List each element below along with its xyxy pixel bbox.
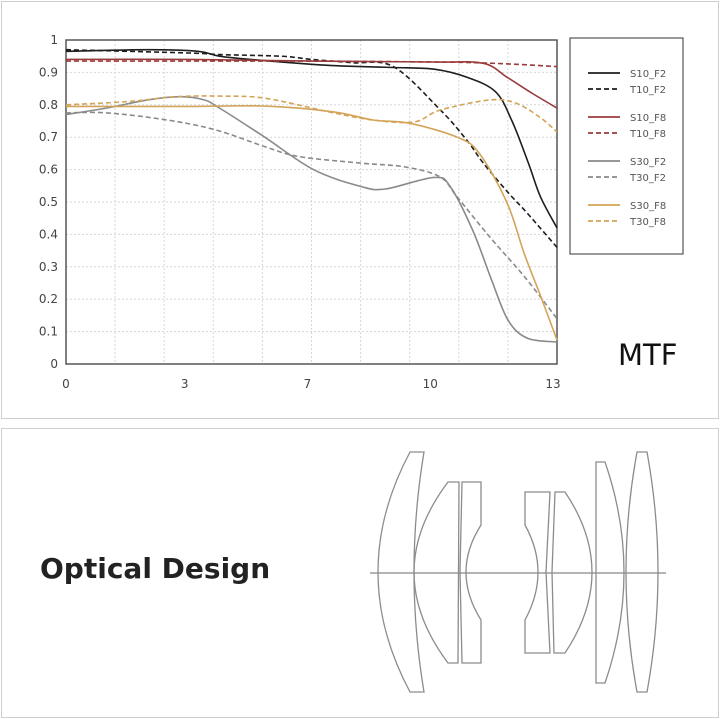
legend-label: S30_F2 [630, 157, 666, 168]
y-tick-label: 0 [50, 357, 58, 371]
legend-label: T30_F2 [629, 173, 666, 184]
lens-element-5 [551, 491, 593, 654]
lens-element-3 [459, 481, 482, 664]
y-tick-label: 0.4 [39, 227, 58, 241]
series-line-t30-f8 [65, 95, 558, 133]
lens-element-4 [524, 491, 551, 654]
x-tick-label: 10 [423, 377, 438, 391]
x-tick-label: 7 [304, 377, 312, 391]
y-tick-label: 0.9 [39, 65, 58, 79]
series-line-s10-f2 [65, 48, 558, 229]
y-tick-label: 0.5 [39, 195, 58, 209]
optical-design-title: Optical Design [40, 552, 271, 585]
y-tick-label: 0.3 [39, 260, 58, 274]
x-tick-label: 3 [181, 377, 189, 391]
x-tick-label: 0 [62, 377, 70, 391]
y-tick-label: 0.2 [39, 292, 58, 306]
legend-label: S30_F8 [630, 201, 666, 212]
series-line-t30-f2 [65, 111, 558, 320]
y-tick-label: 0.1 [39, 325, 58, 339]
mtf-chart: 00.10.20.30.40.50.60.70.80.910 3 7 10 13S10_… [39, 33, 684, 391]
legend-box [569, 37, 684, 255]
y-tick-label: 0.8 [39, 98, 58, 112]
series-line-t10-f8 [66, 60, 558, 68]
legend-label: T10_F2 [629, 85, 666, 96]
legend-label: S10_F8 [630, 113, 666, 124]
legend-label: T10_F8 [629, 129, 666, 140]
series-line-s30-f8 [65, 104, 558, 341]
legend-label: S10_F2 [630, 69, 666, 80]
chart-title: MTF [618, 338, 678, 372]
plot-frame [65, 39, 558, 365]
series-line-t10-f2 [65, 48, 558, 248]
lens-element-6 [595, 461, 625, 684]
x-tick-label: 13 [545, 377, 560, 391]
legend-label: T30_F8 [629, 217, 666, 228]
y-tick-label: 0.6 [39, 163, 58, 177]
lens-element-7 [625, 451, 659, 693]
lens-element-2 [413, 481, 460, 664]
lens-element-1 [377, 451, 425, 693]
y-tick-label: 0.7 [39, 130, 58, 144]
y-tick-label: 1 [50, 33, 58, 47]
